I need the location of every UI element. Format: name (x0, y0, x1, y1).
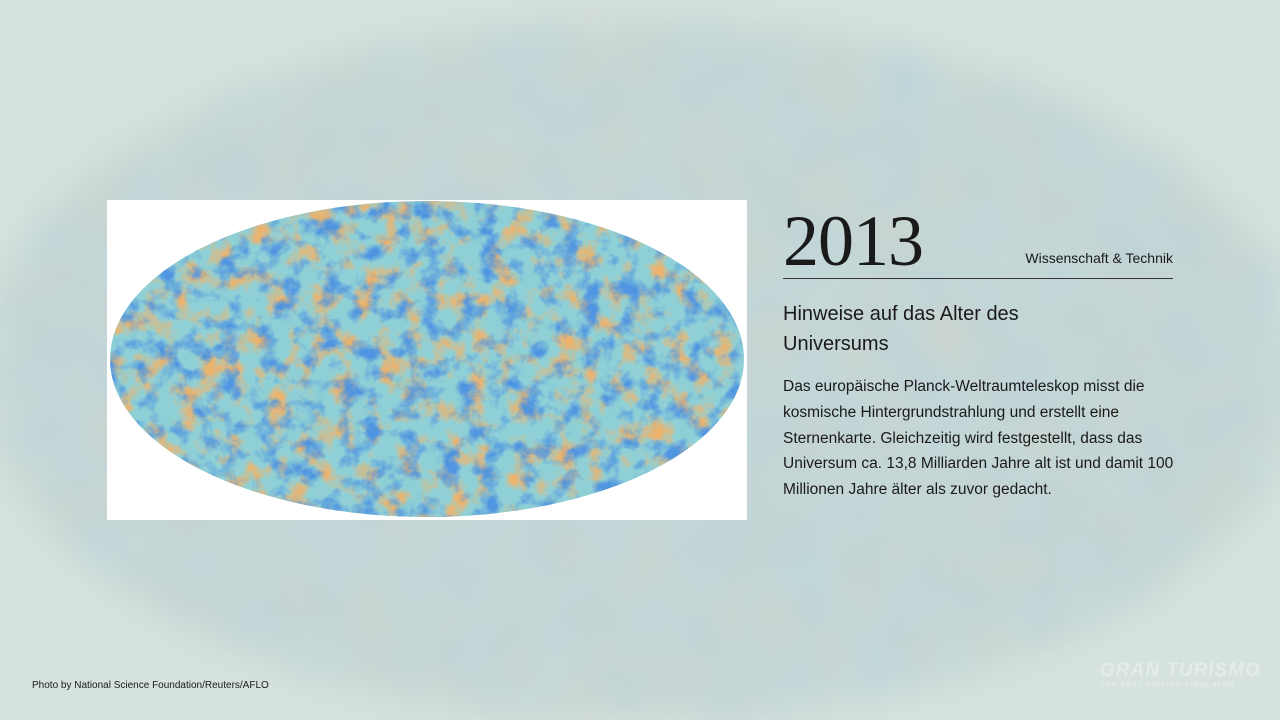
logo-title: GRAN TURISMO (1100, 660, 1261, 681)
year: 2013 (783, 201, 924, 281)
body-text: Das europäische Planck-Weltraumteleskop … (783, 378, 1174, 499)
cmb-map (110, 201, 744, 517)
heading: Hinweise auf das Alter des Universums (783, 303, 1019, 355)
divider (783, 278, 1173, 279)
logo: GRAN TURISMO THE REAL DRIVING SIMULATOR (1100, 660, 1261, 689)
category: Wissenschaft & Technik (1025, 250, 1173, 266)
photo (107, 200, 747, 520)
photo-credit: Photo by National Science Foundation/Reu… (32, 680, 269, 691)
logo-subtitle: THE REAL DRIVING SIMULATOR (1100, 682, 1235, 689)
